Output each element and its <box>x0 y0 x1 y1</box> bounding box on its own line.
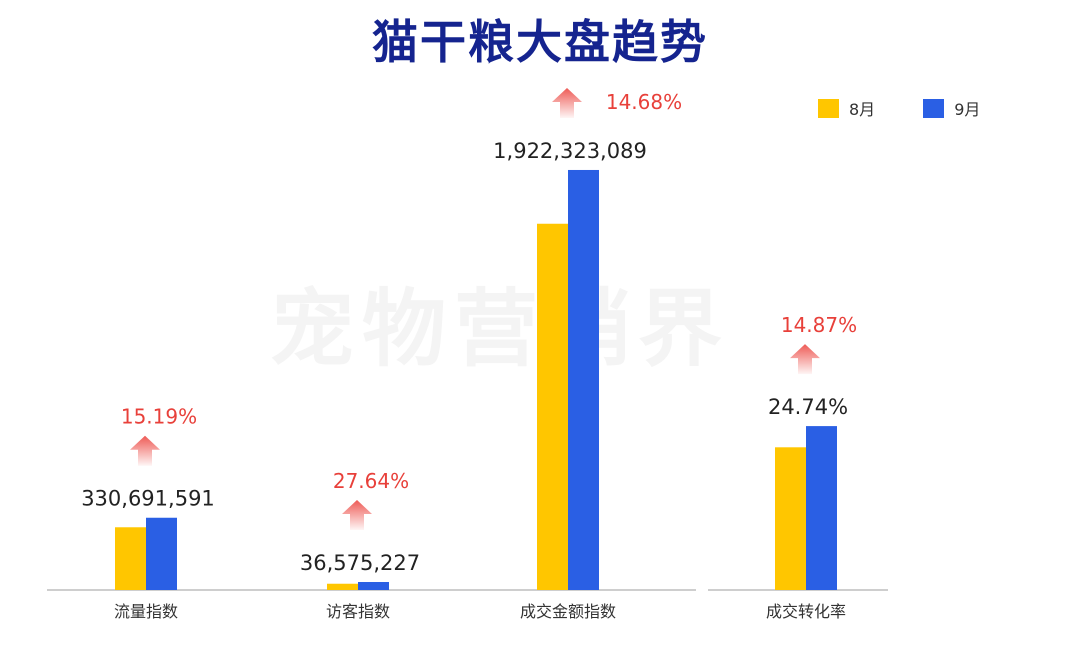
bar-aug-0-0 <box>115 527 146 590</box>
legend-swatch-aug <box>818 98 839 118</box>
data-label-0-2: 1,922,323,089 <box>493 139 647 163</box>
legend-label-sep: 9月 <box>954 100 981 119</box>
legend: 8月 9月 <box>818 96 980 120</box>
bar-sep-0-0 <box>146 517 177 590</box>
x-tick-label-0-0: 流量指数 <box>114 602 178 621</box>
bar-aug-1-0 <box>775 447 806 590</box>
bar-aug-0-2 <box>537 223 568 590</box>
growth-arrow-icon-0-0 <box>130 435 160 466</box>
growth-label-0-1: 27.64% <box>333 469 409 493</box>
legend-item-sep: 9月 <box>923 96 980 120</box>
data-label-0-0: 330,691,591 <box>81 487 215 511</box>
x-tick-label-0-2: 成交金额指数 <box>520 602 616 621</box>
bar-sep-1-0 <box>806 426 837 590</box>
legend-label-aug: 8月 <box>849 100 876 119</box>
growth-label-0-0: 15.19% <box>121 405 197 429</box>
legend-item-aug: 8月 <box>818 96 875 120</box>
growth-label-1-0: 14.87% <box>781 313 857 337</box>
bar-sep-0-2 <box>568 169 599 590</box>
data-label-1-0: 24.74% <box>768 395 848 419</box>
x-tick-label-0-1: 访客指数 <box>326 602 390 621</box>
growth-arrow-icon-0-2 <box>552 87 582 118</box>
growth-arrow-icon-1-0 <box>790 344 820 375</box>
legend-swatch-sep <box>923 98 945 118</box>
growth-arrow-icon-0-1 <box>342 500 372 531</box>
data-label-0-1: 36,575,227 <box>300 551 420 575</box>
chart-title: 猫干粮大盘趋势 <box>372 15 708 69</box>
x-tick-label-1-0: 成交转化率 <box>766 602 846 621</box>
growth-label-0-2: 14.68% <box>606 90 682 114</box>
bar-sep-0-1 <box>358 582 389 590</box>
watermark: 宠物营销界 <box>270 280 731 378</box>
bar-aug-0-1 <box>327 583 358 590</box>
